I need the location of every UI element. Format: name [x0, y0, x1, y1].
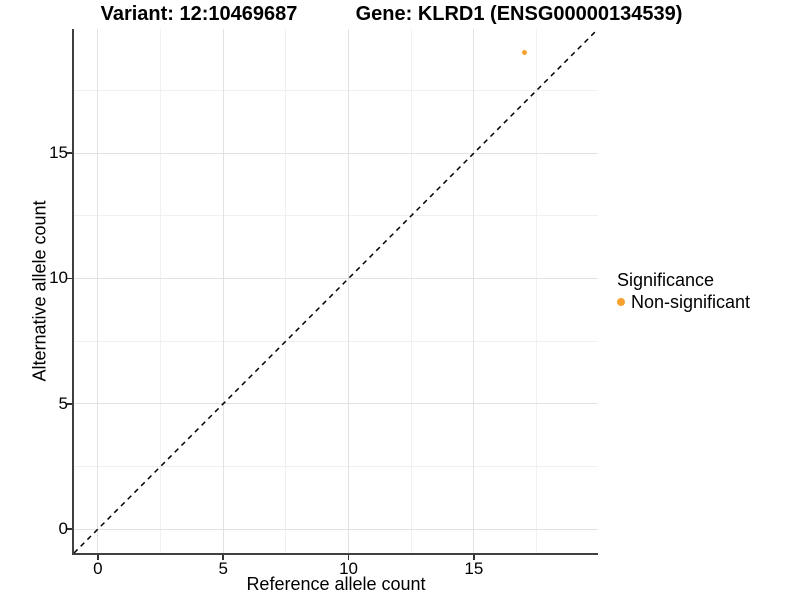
- gene-title: Gene: KLRD1 (ENSG00000134539): [355, 3, 683, 25]
- y-major-gridline: [74, 277, 598, 279]
- x-axis-title: Reference allele count: [246, 574, 426, 594]
- y-minor-gridline: [74, 215, 598, 217]
- x-tick-mark: [97, 555, 99, 560]
- y-major-gridline: [74, 152, 598, 154]
- identity-dashed-line: [74, 29, 598, 553]
- y-tick-mark: [67, 528, 72, 530]
- x-tick-mark: [222, 555, 224, 560]
- y-major-gridline: [74, 403, 598, 405]
- non-significant-point-icon: [617, 298, 625, 306]
- x-tick-mark: [473, 555, 475, 560]
- y-tick-label: 10: [49, 268, 68, 288]
- y-axis-title: Alternative allele count: [29, 200, 50, 382]
- x-axis-line: [72, 553, 598, 555]
- y-tick-label: 0: [58, 519, 68, 539]
- y-tick-mark: [67, 403, 72, 405]
- y-tick-mark: [67, 277, 72, 280]
- legend-item-non-significant: Non-significant: [617, 291, 750, 313]
- y-tick-label: 5: [58, 393, 68, 413]
- x-minor-gridline: [410, 29, 412, 553]
- x-tick-mark: [347, 555, 350, 560]
- x-minor-gridline: [159, 29, 161, 553]
- y-axis-line: [72, 29, 74, 555]
- x-tick-label: 10: [339, 559, 358, 578]
- y-minor-gridline: [74, 466, 598, 467]
- x-tick-label: 15: [464, 559, 484, 578]
- x-major-gridline: [222, 29, 224, 553]
- y-tick-mark: [67, 152, 72, 154]
- data-point: [521, 50, 527, 56]
- x-minor-gridline: [285, 29, 287, 553]
- y-tick-label: 15: [49, 143, 68, 163]
- x-minor-gridline: [536, 29, 538, 553]
- y-major-gridline: [74, 528, 598, 530]
- x-major-gridline: [348, 29, 350, 553]
- y-minor-gridline: [74, 340, 598, 342]
- legend-item-label: Non-significant: [631, 292, 751, 312]
- variant-title: Variant: 12:10469687: [100, 3, 298, 25]
- x-tick-label: 5: [218, 559, 228, 578]
- x-tick-label: 0: [93, 559, 103, 578]
- legend: Significance Non-significant: [617, 269, 750, 313]
- legend-title: Significance: [617, 270, 715, 290]
- x-major-gridline: [97, 29, 99, 553]
- y-minor-gridline: [74, 89, 598, 91]
- x-major-gridline: [473, 29, 475, 553]
